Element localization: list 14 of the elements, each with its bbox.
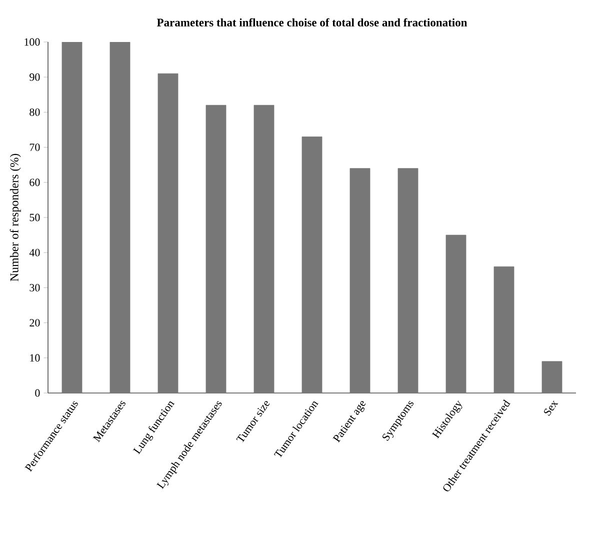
- y-tick-label: 20: [30, 319, 40, 326]
- y-tick-label: 30: [30, 284, 40, 292]
- x-tick-label: Sex: [544, 400, 558, 416]
- y-axis-title: Number of responders (%): [10, 154, 21, 282]
- y-tick-label: 50: [30, 214, 40, 222]
- y-tick-label: 90: [30, 73, 40, 81]
- y-tick-label: 10: [30, 354, 40, 362]
- y-tick-label: 80: [30, 108, 40, 116]
- y-tick-label: 60: [30, 178, 40, 186]
- y-tick-label: 100: [24, 38, 40, 46]
- chart-title: Parameters that influence choise of total dose and fractionation: [156, 18, 468, 26]
- y-tick-label: 40: [29, 248, 40, 256]
- y-tick-label: 70: [30, 144, 40, 152]
- y-tick-label: 0: [35, 389, 40, 397]
